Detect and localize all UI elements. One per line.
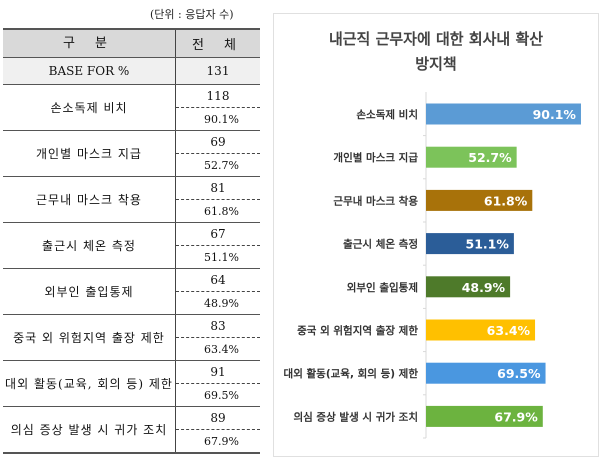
- row-count: 81: [175, 176, 260, 200]
- table-header-row: 구 분 전 체: [3, 28, 260, 58]
- row-percent: 51.1%: [175, 245, 260, 269]
- row-label: 대외 활동(교육, 회의 등) 제한: [3, 360, 176, 407]
- header-total: 전 체: [175, 28, 260, 58]
- table-row-pct: 90.1%: [3, 107, 260, 131]
- table-row: 의심 증상 발생 시 귀가 조치 89: [3, 406, 260, 454]
- row-label: 중국 외 위험지역 출장 제한: [3, 314, 176, 361]
- table-row-pct: 63.4%: [3, 337, 260, 361]
- category-label: 의심 증상 발생 시 귀가 조치: [293, 410, 418, 423]
- row-label: 손소독제 비치: [3, 84, 176, 131]
- category-label: 중국 외 위험지역 출장 제한: [297, 324, 418, 337]
- row-label: 외부인 출입통제: [3, 268, 176, 315]
- table-row-pct: 67.9%: [3, 429, 260, 454]
- bar: [426, 103, 581, 125]
- bar-chart: 손소독제 비치 90.1% 개인별 마스크 지급 52.7% 근무내 마스크 착용 61.…: [284, 92, 581, 439]
- base-row: BASE FOR % 131: [3, 57, 260, 85]
- header-category: 구 분: [3, 28, 176, 58]
- row-count: 67: [175, 222, 260, 246]
- table-row-pct: 51.1%: [3, 245, 260, 269]
- table-row: 대외 활동(교육, 회의 등) 제한 91: [3, 360, 260, 407]
- table-row-pct: 69.5%: [3, 383, 260, 407]
- data-label: 61.8%: [484, 193, 528, 208]
- bar: [426, 319, 536, 341]
- data-label: 90.1%: [533, 107, 577, 122]
- chart-panel: 내근직 근무자에 대한 회사내 확산 방지책 손소독제 비치 90.1% 개인별 마…: [273, 13, 599, 457]
- category-label: 손소독제 비치: [356, 108, 418, 121]
- chart-title-line1: 내근직 근무자에 대한 회사내 확산: [328, 30, 544, 48]
- row-label: 근무내 마스크 착용: [3, 176, 176, 223]
- data-label: 69.5%: [497, 366, 541, 381]
- row-percent: 67.9%: [175, 429, 260, 454]
- results-table: 구 분 전 체 BASE FOR % 131 손소독제 비치 118 90.1% 개인…: [3, 28, 260, 454]
- category-label: 근무내 마스크 착용: [333, 194, 418, 207]
- category-label: 외부인 출입통제: [347, 281, 418, 294]
- row-count: 91: [175, 360, 260, 384]
- row-label: 개인별 마스크 지급: [3, 130, 176, 177]
- row-label: 출근시 체온 측정: [3, 222, 176, 269]
- base-label: BASE FOR %: [3, 57, 176, 85]
- table-row: 출근시 체온 측정 67: [3, 222, 260, 269]
- bar: [426, 233, 514, 255]
- table-row: 근무내 마스크 착용 81: [3, 176, 260, 223]
- table-row: 외부인 출입통제 64: [3, 268, 260, 315]
- row-percent: 63.4%: [175, 337, 260, 361]
- row-percent: 48.9%: [175, 291, 260, 315]
- table-row-pct: 52.7%: [3, 153, 260, 177]
- row-percent: 90.1%: [175, 107, 260, 131]
- category-label: 대외 활동(교육, 회의 등) 제한: [284, 367, 419, 380]
- row-count: 69: [175, 130, 260, 154]
- bar: [426, 276, 511, 298]
- bar: [426, 362, 546, 384]
- chart-title-line2: 방지책: [415, 55, 457, 73]
- table-row: 중국 외 위험지역 출장 제한 83: [3, 314, 260, 361]
- row-percent: 69.5%: [175, 383, 260, 407]
- category-label: 개인별 마스크 지급: [333, 151, 418, 164]
- data-label: 67.9%: [494, 409, 538, 424]
- data-label: 52.7%: [468, 150, 512, 165]
- bar: [426, 405, 543, 427]
- data-label: 51.1%: [466, 237, 510, 252]
- row-percent: 52.7%: [175, 153, 260, 177]
- base-value: 131: [175, 57, 260, 85]
- table-row: 개인별 마스크 지급 69: [3, 130, 260, 177]
- row-count: 83: [175, 314, 260, 338]
- table-row: 손소독제 비치 118: [3, 84, 260, 131]
- data-label: 63.4%: [487, 323, 531, 338]
- data-label: 48.9%: [462, 280, 506, 295]
- category-label: 출근시 체온 측정: [343, 238, 418, 251]
- table-row-pct: 48.9%: [3, 291, 260, 315]
- unit-note: (단위 : 응답자 수): [150, 8, 234, 21]
- row-label: 의심 증상 발생 시 귀가 조치: [3, 406, 176, 454]
- row-count: 118: [175, 84, 260, 108]
- bar: [426, 189, 533, 211]
- table-row-pct: 61.8%: [3, 199, 260, 223]
- row-count: 64: [175, 268, 260, 292]
- row-count: 89: [175, 406, 260, 430]
- row-percent: 61.8%: [175, 199, 260, 223]
- bar: [426, 146, 517, 168]
